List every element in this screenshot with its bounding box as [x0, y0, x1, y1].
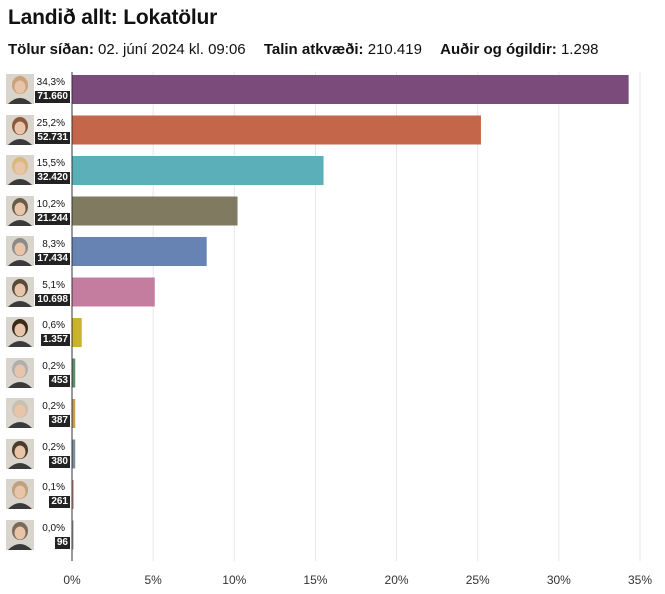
- candidate-avatar: [6, 195, 34, 226]
- bar: [72, 156, 324, 185]
- candidate-avatar: [6, 438, 34, 469]
- candidate-avatar: [6, 398, 34, 428]
- x-tick-label: 0%: [63, 573, 81, 587]
- percent-label: 0,1%: [42, 482, 65, 493]
- bar: [72, 196, 238, 226]
- votes-label: 17.434: [35, 253, 70, 265]
- updated-value: 02. júní 2024 kl. 09:06: [98, 41, 246, 58]
- candidate-avatar: [6, 155, 34, 185]
- percent-label: 15,5%: [36, 158, 65, 169]
- votes-label: 32.420: [35, 172, 70, 184]
- x-tick-label: 30%: [547, 573, 571, 587]
- bar: [72, 520, 74, 550]
- updated-label: Tölur síðan:: [8, 41, 94, 58]
- counted-label: Talin atkvæði:: [263, 41, 364, 58]
- votes-label: 380: [49, 455, 70, 468]
- votes-label: 71.660: [35, 91, 70, 103]
- candidate-avatar: [6, 317, 34, 347]
- bar: [72, 75, 629, 104]
- percent-label: 0,0%: [42, 522, 65, 534]
- votes-label: 10.698: [35, 293, 70, 306]
- percent-label: 0,6%: [42, 320, 65, 331]
- stats-line: Tölur síðan: 02. júní 2024 kl. 09:06 Tal…: [8, 41, 613, 58]
- candidate-avatar: [6, 236, 34, 266]
- counted-value: 210.419: [367, 41, 422, 58]
- percent-label: 5,1%: [42, 279, 65, 291]
- candidate-avatar: [6, 276, 34, 307]
- bar: [72, 277, 155, 307]
- candidate-avatar: [6, 74, 34, 104]
- x-tick-label: 10%: [222, 573, 246, 587]
- bar: [72, 318, 82, 347]
- candidate-avatar: [6, 114, 34, 145]
- x-tick-label: 5%: [144, 573, 162, 587]
- percent-label: 0,2%: [42, 441, 65, 453]
- page-title: Landið allt: Lokatölur: [8, 6, 218, 29]
- bar: [72, 439, 76, 469]
- votes-label: 1.357: [40, 334, 70, 346]
- bar: [72, 399, 76, 428]
- x-tick-label: 20%: [385, 573, 409, 587]
- percent-label: 25,2%: [36, 117, 65, 129]
- bar: [72, 237, 207, 266]
- candidate-avatar: [6, 479, 34, 509]
- candidate-avatar: [6, 519, 34, 550]
- votes-label: 52.731: [35, 131, 70, 144]
- bar: [72, 480, 74, 509]
- percent-label: 8,3%: [42, 239, 65, 250]
- percent-label: 0,2%: [42, 360, 65, 372]
- x-tick-label: 15%: [303, 573, 327, 587]
- x-tick-label: 25%: [466, 573, 490, 587]
- votes-label: 96: [54, 536, 70, 549]
- votes-label: 387: [49, 415, 70, 427]
- x-tick-label: 35%: [628, 573, 652, 587]
- bar: [72, 358, 76, 388]
- blank-value: 1.298: [560, 41, 599, 58]
- percent-label: 0,2%: [42, 401, 65, 412]
- bar: [72, 115, 481, 145]
- votes-label: 261: [49, 496, 70, 508]
- votes-label: 453: [49, 374, 70, 387]
- blank-label: Auðir og ógildir:: [440, 41, 557, 58]
- percent-label: 34,3%: [36, 77, 65, 88]
- candidate-avatar: [6, 357, 34, 388]
- percent-label: 10,2%: [36, 198, 65, 210]
- votes-label: 21.244: [35, 212, 70, 225]
